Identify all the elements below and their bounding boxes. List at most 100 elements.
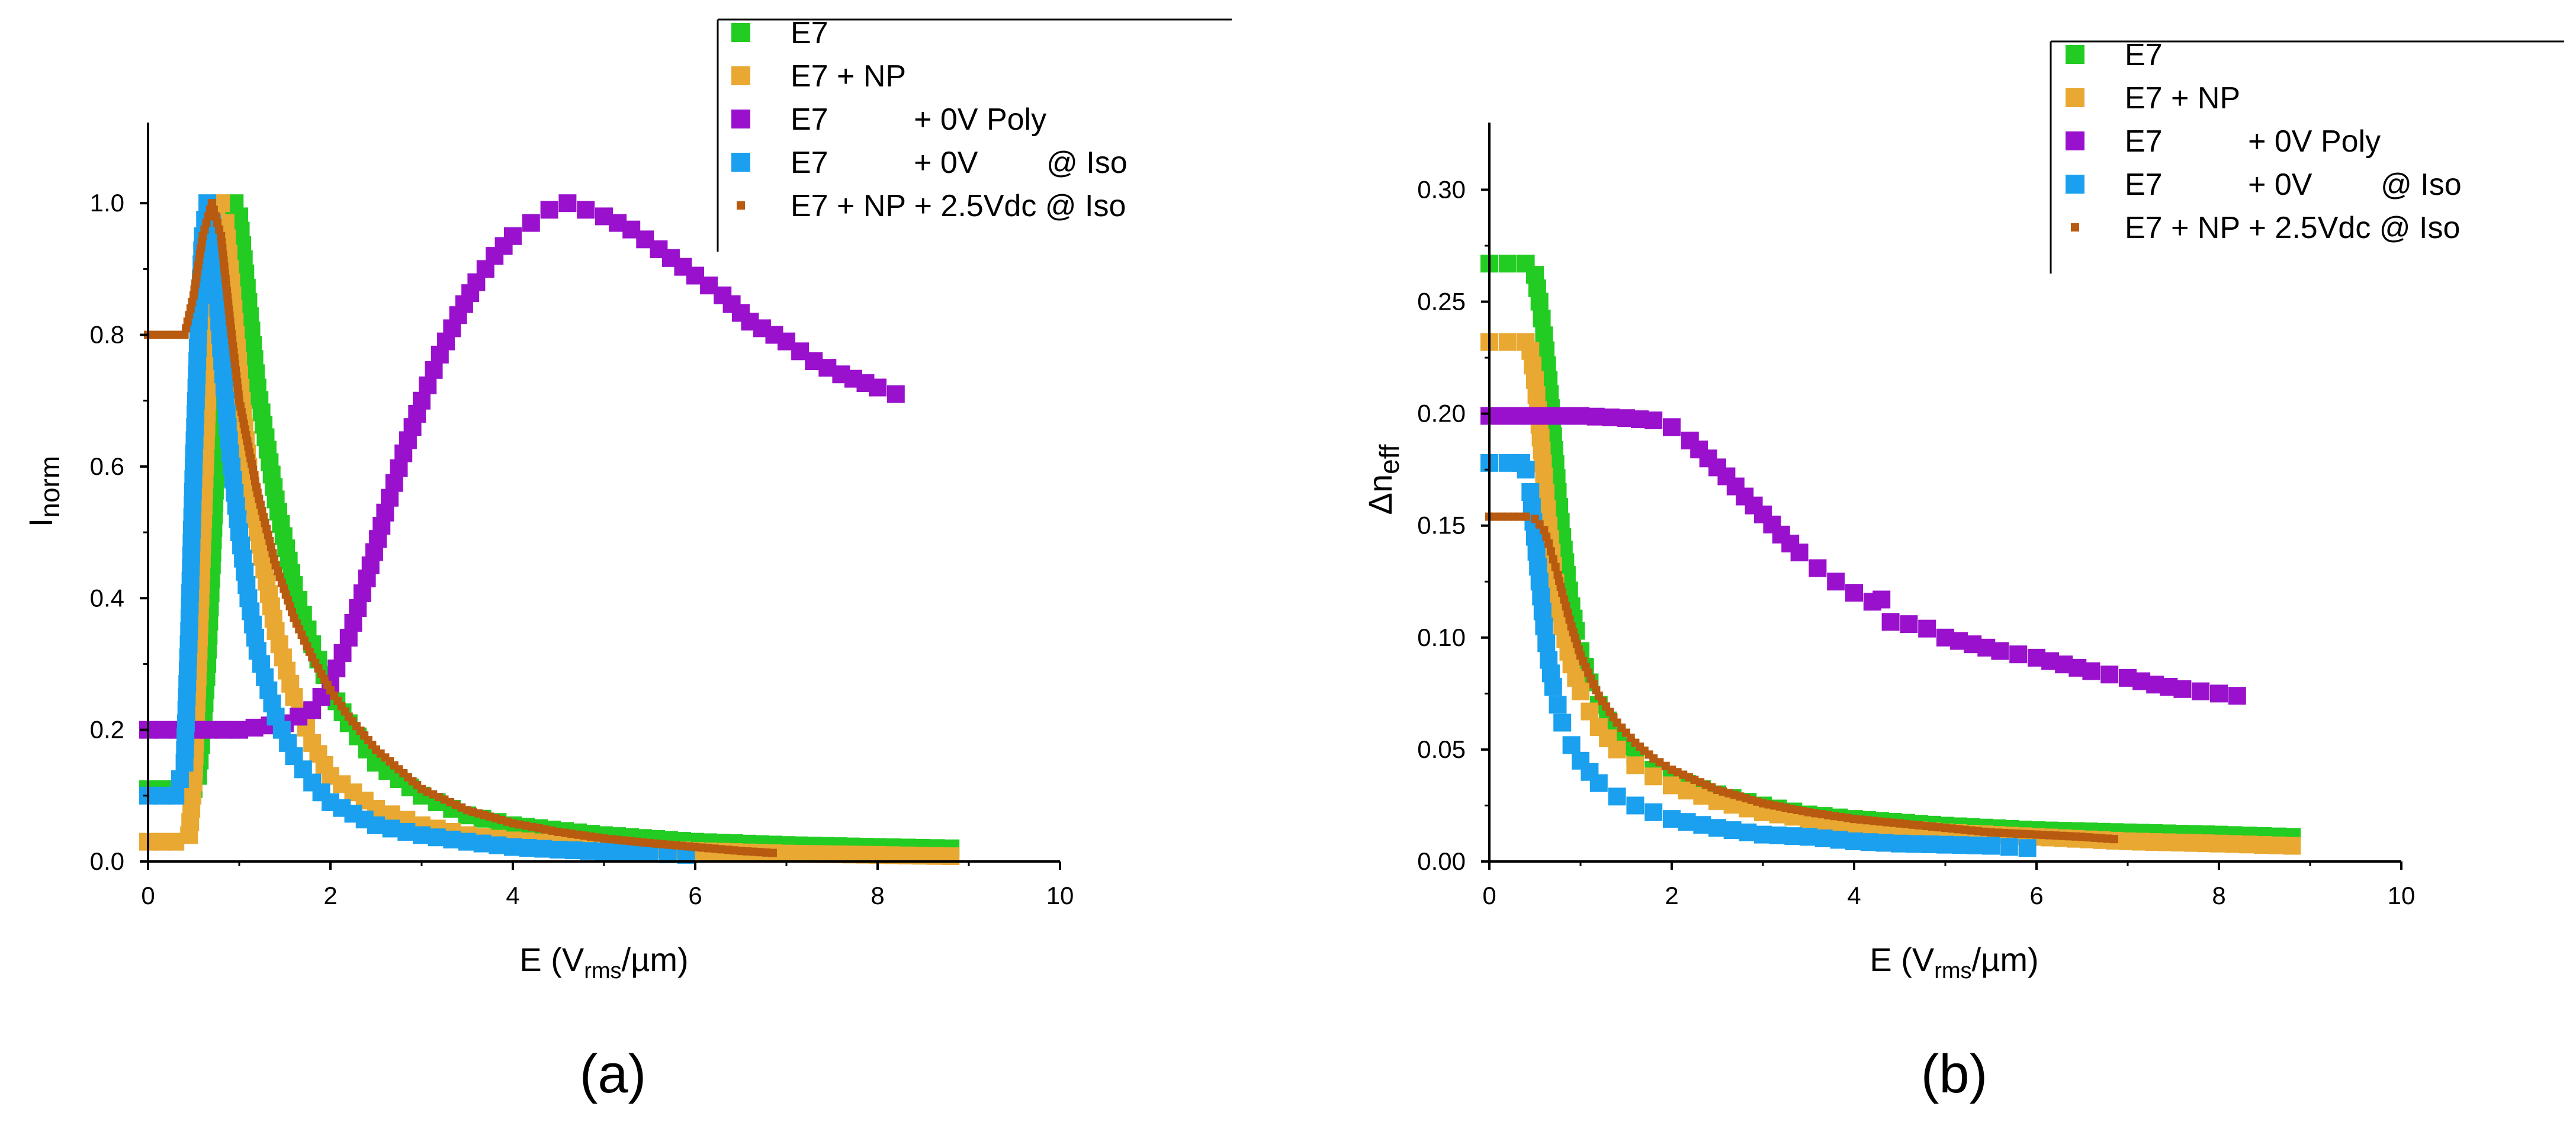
data-point — [534, 840, 553, 858]
data-point — [2173, 680, 2192, 698]
data-point — [672, 841, 680, 850]
y-tick-label: 0.6 — [90, 452, 124, 480]
data-point — [245, 718, 264, 737]
x-tick-label: 2 — [323, 882, 337, 909]
data-point — [367, 816, 385, 834]
data-point — [1586, 407, 1605, 426]
data-point — [1549, 696, 1567, 714]
data-point — [1521, 512, 1530, 521]
data-point — [1863, 816, 1871, 825]
panel-a-legend: E7 E7 + NP E7 + 0V Poly E7 + 0V @ Iso E7 + N… — [717, 16, 1232, 252]
legend-swatch — [2066, 88, 2084, 107]
data-point — [1980, 827, 1989, 836]
data-point — [1909, 820, 1917, 829]
data-point — [213, 218, 222, 227]
data-point — [1549, 555, 1557, 564]
data-point — [730, 846, 738, 855]
panel-a-y-ticks: 0.0 0.2 0.4 0.6 0.8 1.0 — [90, 189, 148, 875]
data-point — [339, 628, 358, 647]
data-point — [2192, 682, 2210, 700]
data-point — [659, 840, 667, 848]
data-point — [564, 841, 583, 860]
panel-b-y-axis-title: Δneff — [1361, 444, 1405, 515]
y-tick-label: 0.2 — [90, 716, 124, 744]
data-point — [698, 843, 706, 852]
data-point — [1544, 678, 1562, 696]
data-point — [1526, 407, 1544, 425]
data-point — [1663, 810, 1681, 828]
data-point — [2084, 833, 2093, 842]
data-point — [443, 830, 461, 848]
data-point — [1540, 526, 1549, 535]
data-point — [1536, 341, 1554, 359]
x-tick-label: 0 — [1482, 882, 1496, 909]
data-point — [1551, 562, 1560, 571]
legend-entry-label: E7 + 0V Poly — [2125, 124, 2381, 159]
data-point — [186, 304, 195, 313]
data-point — [200, 225, 209, 234]
data-point — [458, 832, 476, 851]
data-point — [535, 824, 543, 832]
data-point — [2210, 684, 2228, 703]
x-tick-label: 4 — [506, 882, 519, 909]
legend-swatch — [2066, 131, 2084, 150]
data-point — [1532, 587, 1550, 606]
data-point — [1817, 810, 1826, 819]
data-point — [574, 830, 582, 839]
data-point — [519, 839, 537, 857]
data-point — [1527, 386, 1546, 404]
data-point — [522, 214, 540, 232]
series-1 — [1480, 255, 2301, 846]
data-point — [1530, 292, 1549, 311]
data-point — [613, 835, 621, 844]
data-point — [1769, 826, 1787, 844]
data-point — [567, 830, 576, 838]
data-point — [1739, 823, 1757, 841]
data-point — [685, 842, 693, 851]
data-point — [1974, 827, 1982, 835]
data-point — [768, 848, 777, 857]
data-point — [587, 832, 595, 841]
data-point — [548, 826, 556, 835]
data-point — [1535, 617, 1553, 635]
data-point — [711, 844, 719, 853]
data-point — [1948, 824, 1956, 833]
data-point — [1830, 831, 1848, 849]
data-point — [1891, 834, 1909, 853]
x-tick-label: 10 — [1046, 882, 1074, 909]
data-point — [724, 845, 732, 854]
y-tick-label: 0.25 — [1417, 288, 1466, 316]
data-point — [1678, 813, 1696, 831]
data-point — [182, 324, 191, 333]
data-point — [1967, 836, 1985, 854]
data-point — [2078, 832, 2086, 841]
data-point — [2045, 831, 2054, 840]
data-point — [749, 847, 758, 856]
data-point — [1553, 713, 1572, 732]
data-point — [188, 297, 197, 306]
data-point — [1533, 309, 1551, 327]
x-tick-label: 4 — [1847, 882, 1861, 909]
x-tick-label: 10 — [2388, 882, 2416, 909]
data-point — [419, 376, 437, 394]
data-point — [180, 330, 189, 339]
data-point — [1602, 408, 1620, 426]
data-point — [397, 822, 416, 841]
data-point — [1562, 736, 1581, 754]
data-point — [1991, 642, 2009, 660]
legend-entry-label: E7 — [791, 16, 828, 50]
data-point — [1870, 816, 1878, 825]
data-point — [541, 825, 550, 834]
data-point — [1533, 602, 1552, 621]
data-point — [1804, 808, 1813, 816]
x-tick-label: 6 — [2029, 882, 2043, 909]
data-point — [1723, 821, 1742, 840]
data-point — [678, 841, 686, 850]
data-point — [1626, 796, 1644, 815]
legend-swatch — [737, 201, 745, 210]
y-tick-label: 1.0 — [90, 189, 124, 217]
data-point — [1530, 573, 1549, 591]
data-point — [1495, 407, 1514, 425]
data-point — [1526, 371, 1544, 389]
